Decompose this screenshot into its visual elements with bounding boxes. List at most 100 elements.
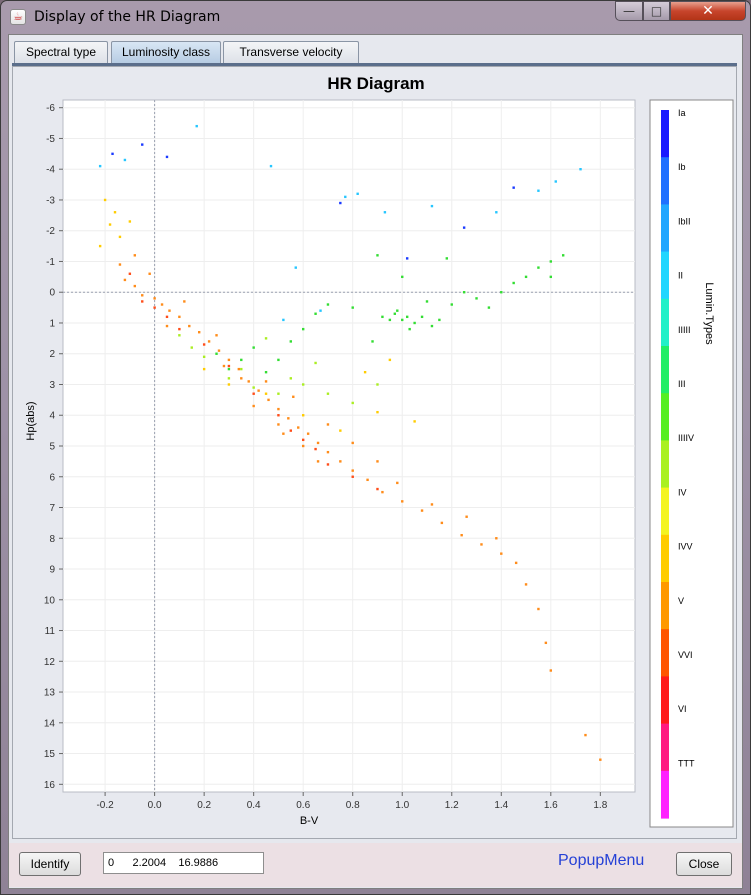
y-tick-label: 3 <box>49 380 55 391</box>
colorbar-label: V <box>678 596 684 606</box>
data-point <box>319 309 322 312</box>
identify-button[interactable]: Identify <box>19 852 81 876</box>
data-point <box>277 423 280 426</box>
data-point <box>487 306 491 309</box>
data-point <box>326 392 330 395</box>
data-point <box>388 318 392 322</box>
data-point <box>217 349 221 352</box>
data-point <box>376 487 379 491</box>
colorbar-swatch <box>661 298 669 347</box>
data-point <box>401 500 404 503</box>
data-point <box>133 284 137 288</box>
data-point <box>388 358 392 362</box>
data-point <box>111 152 114 156</box>
data-point <box>301 414 305 417</box>
data-point <box>128 272 132 275</box>
data-point <box>227 358 231 362</box>
data-point <box>289 377 293 380</box>
y-tick-label: 9 <box>49 565 55 576</box>
data-point <box>316 441 320 445</box>
data-point <box>544 641 548 645</box>
data-point <box>425 300 429 303</box>
minimize-button[interactable]: — <box>615 1 643 21</box>
hr-diagram-chart[interactable]: -0.2 0.0 0.2 0.4 0.6 0.8 1.0 1.2 1.4 1.6 1.8 -6 -5 -4… <box>12 95 737 840</box>
coordinates-field[interactable]: 0 2.2004 16.9886 <box>103 852 264 874</box>
data-point <box>227 367 231 371</box>
chart-title: HR Diagram <box>327 74 425 93</box>
data-point <box>277 407 280 411</box>
data-point <box>326 450 330 454</box>
y-tick-label: -2 <box>46 226 55 237</box>
data-point <box>141 294 144 297</box>
data-point <box>227 377 231 380</box>
data-point <box>118 263 122 266</box>
data-point <box>252 404 255 408</box>
colorbar-swatch <box>661 534 669 583</box>
title-bar: ☕ Display of the HR Diagram — □ ✕ <box>0 0 749 34</box>
colorbar-swatch <box>661 110 669 158</box>
colorbar-swatch <box>661 204 669 253</box>
y-tick-label: 6 <box>49 472 55 483</box>
colorbar-swatch <box>661 393 669 441</box>
data-point <box>215 334 218 337</box>
y-tick-label: 5 <box>49 442 55 453</box>
tab-luminosity-class[interactable]: Luminosity class <box>111 41 221 63</box>
colorbar-title: Lumin.Types <box>703 282 715 345</box>
data-point <box>549 275 553 279</box>
data-point <box>420 315 424 319</box>
data-point <box>148 272 151 275</box>
colorbar-label: IV <box>678 487 687 497</box>
data-point <box>475 297 478 300</box>
y-tick-label: -6 <box>46 103 55 114</box>
data-point <box>401 318 404 322</box>
data-point <box>351 469 354 472</box>
data-point <box>195 124 198 128</box>
data-point <box>267 398 270 402</box>
data-point <box>376 460 379 463</box>
tab-transverse-velocity[interactable]: Transverse velocity <box>223 41 359 63</box>
data-point <box>396 481 399 485</box>
data-point <box>326 303 330 306</box>
colorbar-swatch <box>661 440 669 489</box>
data-point <box>240 358 243 362</box>
data-point <box>297 426 300 429</box>
java-icon: ☕ <box>10 9 26 25</box>
data-point <box>579 168 582 171</box>
data-point <box>252 346 255 349</box>
data-point <box>413 420 416 423</box>
data-point <box>269 164 273 168</box>
data-point <box>401 275 404 279</box>
maximize-button[interactable]: □ <box>643 1 670 21</box>
y-tick-label: 11 <box>45 626 56 637</box>
data-point <box>98 164 102 168</box>
colorbar-label: IbII <box>678 216 691 226</box>
colorbar-label: TTT <box>678 758 695 768</box>
colorbar-swatch <box>661 676 669 725</box>
data-point <box>287 417 290 420</box>
data-point <box>98 244 102 248</box>
colorbar-swatch <box>661 251 669 300</box>
data-point <box>133 254 137 257</box>
data-point <box>512 186 515 189</box>
close-window-button[interactable]: ✕ <box>670 1 746 21</box>
data-point <box>351 401 354 405</box>
data-point <box>123 158 127 162</box>
close-button[interactable]: Close <box>676 852 732 876</box>
data-point <box>301 383 305 386</box>
colorbar-swatch <box>661 582 669 630</box>
data-point <box>113 211 117 214</box>
data-point <box>188 324 191 328</box>
popup-menu-link[interactable]: PopupMenu <box>558 852 645 869</box>
data-point <box>252 392 255 395</box>
tab-spectral-type[interactable]: Spectral type <box>14 41 108 63</box>
data-point <box>141 300 144 303</box>
data-point <box>178 315 181 319</box>
data-point <box>240 367 243 371</box>
colorbar-swatch <box>661 723 669 772</box>
y-tick-label: 7 <box>49 503 55 514</box>
data-point <box>183 300 186 303</box>
x-tick-label: 1.0 <box>395 800 409 811</box>
data-point <box>351 475 354 478</box>
colorbar-swatch <box>661 157 669 205</box>
colorbar-label: IIIIV <box>678 433 694 443</box>
